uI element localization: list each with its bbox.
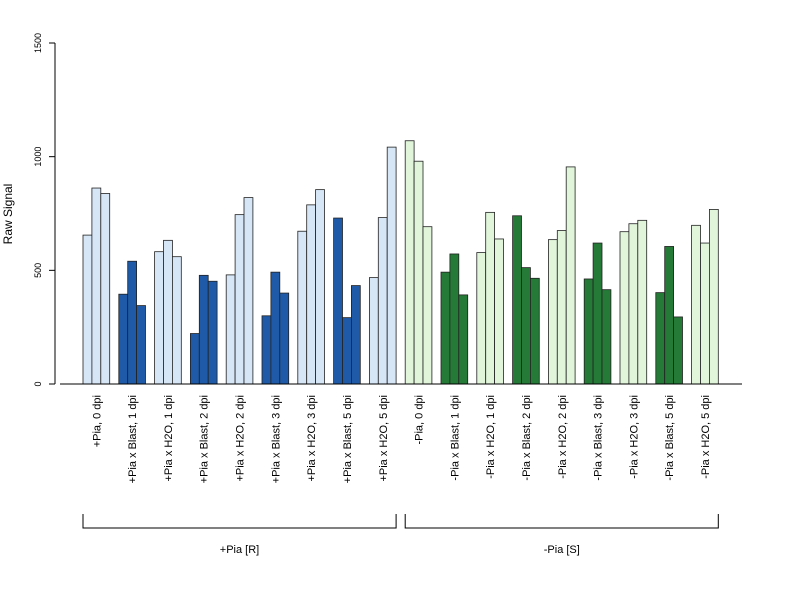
bar-10-1 bbox=[449, 253, 460, 385]
bar-7-0 bbox=[333, 217, 343, 385]
bar-11-2 bbox=[494, 238, 504, 385]
bar-6-1 bbox=[306, 204, 317, 385]
bar-8-1 bbox=[377, 217, 388, 385]
bar-7-2 bbox=[350, 285, 361, 385]
bar-3-0 bbox=[189, 333, 200, 385]
y-tick-label: 1500 bbox=[33, 33, 43, 53]
x-tick-label: -Pia x H2O, 3 dpi bbox=[628, 395, 640, 479]
bar-4-1 bbox=[234, 214, 245, 385]
bars-layer bbox=[82, 140, 719, 385]
x-tick-label: -Pia x Blast, 3 dpi bbox=[593, 395, 605, 481]
bar-7-1 bbox=[342, 317, 352, 385]
bar-9-1 bbox=[413, 160, 424, 385]
y-tick-label: 1000 bbox=[33, 147, 43, 167]
bar-5-1 bbox=[270, 271, 281, 385]
bar-16-0 bbox=[655, 292, 666, 385]
bar-10-2 bbox=[458, 294, 469, 385]
bar-9-0 bbox=[404, 140, 415, 385]
bar-8-0 bbox=[368, 277, 379, 385]
bar-17-1 bbox=[700, 242, 710, 385]
bar-1-0 bbox=[118, 293, 129, 385]
bar-12-1 bbox=[521, 267, 531, 385]
group-label-0: +Pia [R] bbox=[220, 544, 259, 556]
x-tick-label: -Pia x Blast, 5 dpi bbox=[664, 395, 676, 481]
bar-6-2 bbox=[315, 189, 325, 385]
bar-0-0 bbox=[82, 234, 93, 385]
group-label-1: -Pia [S] bbox=[544, 544, 580, 556]
bar-16-2 bbox=[673, 316, 683, 385]
bar-4-2 bbox=[243, 197, 254, 385]
bar-15-1 bbox=[628, 223, 639, 385]
bar-14-0 bbox=[583, 278, 594, 385]
bar-13-2 bbox=[565, 166, 576, 385]
y-axis-label: Raw Signal bbox=[1, 184, 15, 245]
x-tick-label: -Pia x H2O, 1 dpi bbox=[485, 395, 497, 479]
bar-13-0 bbox=[548, 239, 558, 385]
x-tick-label: +Pia x H2O, 2 dpi bbox=[235, 395, 247, 482]
bar-14-2 bbox=[601, 289, 612, 385]
bar-0-1 bbox=[91, 187, 102, 385]
bar-8-2 bbox=[386, 146, 397, 385]
bar-5-2 bbox=[279, 292, 290, 385]
bar-17-0 bbox=[691, 224, 701, 385]
x-tick-label: +Pia x Blast, 3 dpi bbox=[270, 395, 282, 483]
bar-17-2 bbox=[709, 209, 719, 385]
x-tick-label: +Pia x H2O, 1 dpi bbox=[163, 395, 175, 482]
x-tick-label: +Pia x Blast, 1 dpi bbox=[127, 395, 139, 483]
bar-15-0 bbox=[619, 231, 630, 385]
bar-11-1 bbox=[485, 211, 496, 385]
bar-1-1 bbox=[127, 260, 137, 385]
bar-3-1 bbox=[198, 274, 209, 385]
x-tick-label: +Pia x H2O, 5 dpi bbox=[378, 395, 390, 482]
y-tick-label: 500 bbox=[33, 263, 43, 278]
x-tick-label: -Pia x H2O, 2 dpi bbox=[557, 395, 569, 479]
bar-12-0 bbox=[512, 215, 522, 385]
bar-16-1 bbox=[664, 246, 675, 385]
x-tick-label: -Pia x H2O, 5 dpi bbox=[700, 395, 712, 479]
x-tick-label: -Pia, 0 dpi bbox=[414, 395, 426, 445]
bar-11-0 bbox=[476, 252, 487, 385]
bar-15-2 bbox=[637, 219, 648, 385]
x-tick-label: +Pia x Blast, 5 dpi bbox=[342, 395, 354, 483]
bar-5-0 bbox=[261, 315, 272, 385]
bar-9-2 bbox=[422, 226, 433, 385]
group-bracket-0 bbox=[82, 514, 397, 529]
bar-0-2 bbox=[100, 193, 111, 385]
bar-6-0 bbox=[297, 230, 308, 385]
x-tick-label: +Pia x H2O, 3 dpi bbox=[306, 395, 318, 482]
bar-3-2 bbox=[207, 280, 218, 385]
bar-13-1 bbox=[556, 230, 567, 385]
bar-12-2 bbox=[530, 277, 540, 385]
x-tick-label: +Pia x Blast, 2 dpi bbox=[199, 395, 211, 483]
x-tick-label: -Pia x Blast, 2 dpi bbox=[521, 395, 533, 481]
group-bracket-1 bbox=[404, 514, 719, 529]
bar-2-1 bbox=[163, 239, 173, 385]
y-axis: 0 500 1000 1500 bbox=[33, 33, 56, 387]
bar-10-0 bbox=[440, 271, 451, 385]
x-tick-label: -Pia x Blast, 1 dpi bbox=[449, 395, 461, 481]
bar-14-1 bbox=[592, 242, 603, 385]
x-tick-label: +Pia, 0 dpi bbox=[91, 395, 103, 447]
group-brackets: +Pia [R] -Pia [S] bbox=[82, 514, 719, 556]
bar-2-2 bbox=[171, 256, 182, 385]
bar-1-2 bbox=[136, 305, 146, 385]
bar-2-0 bbox=[154, 251, 164, 385]
y-tick-label: 0 bbox=[33, 381, 43, 386]
x-axis: +Pia, 0 dpi +Pia x Blast, 1 dpi +Pia x H2O… bbox=[60, 383, 742, 483]
bar-4-0 bbox=[225, 274, 236, 385]
